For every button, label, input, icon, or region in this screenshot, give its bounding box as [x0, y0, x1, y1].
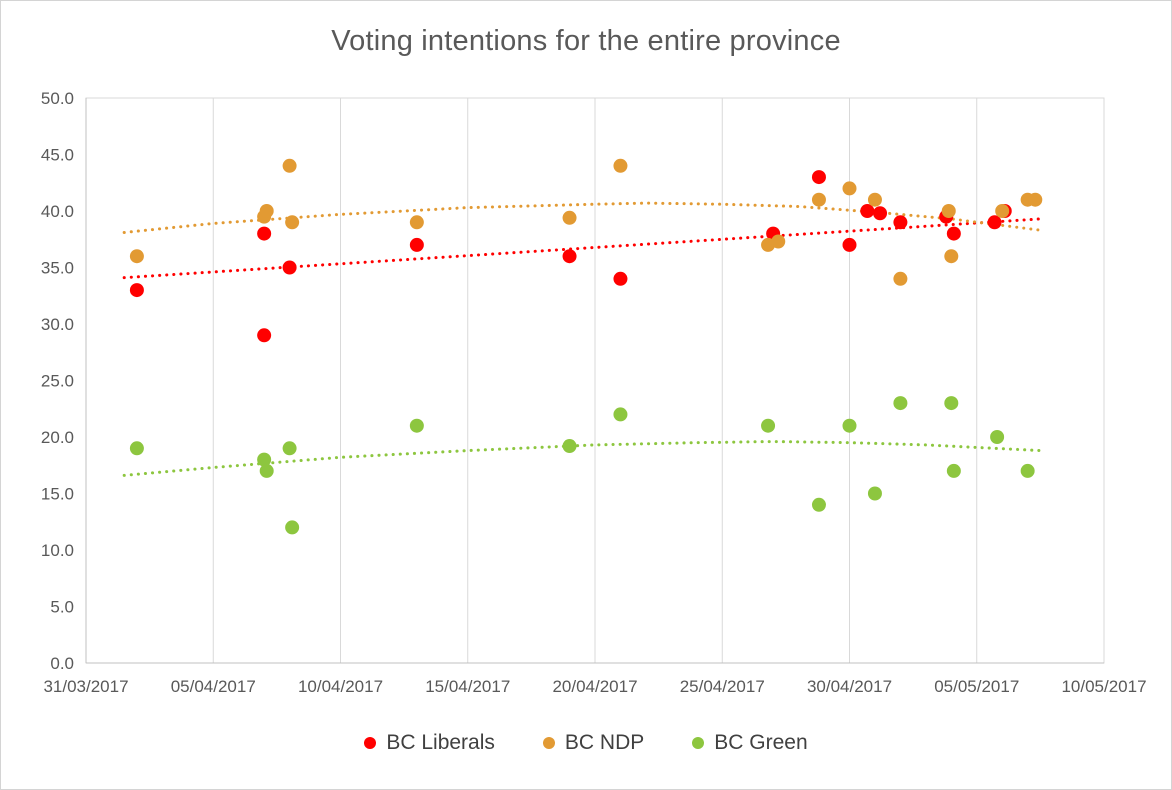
x-tick-label: 05/05/2017	[934, 677, 1019, 696]
data-point-bc-green	[282, 441, 297, 456]
chart-title: Voting intentions for the entire provinc…	[331, 25, 841, 57]
data-point-bc-liberals	[257, 226, 272, 241]
y-tick-label: 10.0	[41, 541, 74, 560]
legend-marker-icon	[364, 737, 377, 749]
y-tick-label: 50.0	[41, 89, 74, 108]
data-point-bc-green	[867, 486, 882, 501]
data-point-bc-liberals	[842, 237, 857, 252]
legend-marker-icon	[692, 737, 705, 749]
data-point-bc-ndp	[613, 158, 628, 173]
legend-item-bc-green: BC Green	[692, 731, 808, 755]
legend-item-bc-ndp: BC NDP	[542, 731, 645, 755]
y-tick-label: 20.0	[41, 428, 74, 447]
data-point-bc-green	[761, 418, 776, 433]
x-tick-label: 30/04/2017	[807, 677, 892, 696]
x-tick-label: 10/05/2017	[1061, 677, 1146, 696]
data-point-bc-liberals	[282, 260, 297, 275]
legend-marker-icon	[542, 737, 555, 749]
data-point-bc-ndp	[282, 158, 297, 173]
data-point-bc-ndp	[771, 234, 786, 249]
x-tick-label: 10/04/2017	[298, 677, 383, 696]
x-tick-label: 25/04/2017	[680, 677, 765, 696]
data-point-bc-liberals	[257, 328, 272, 343]
data-point-bc-liberals	[613, 271, 628, 286]
data-point-bc-green	[409, 418, 424, 433]
x-tick-label: 31/03/2017	[43, 677, 128, 696]
data-point-bc-green	[946, 463, 961, 478]
data-point-bc-green	[1020, 463, 1035, 478]
data-point-bc-green	[944, 396, 959, 411]
data-point-bc-ndp	[285, 215, 300, 230]
data-point-bc-liberals	[873, 206, 888, 221]
data-point-bc-green	[257, 452, 272, 467]
y-tick-label: 0.0	[50, 654, 74, 673]
legend-label: BC Liberals	[386, 731, 495, 754]
data-point-bc-ndp	[941, 204, 956, 218]
data-point-bc-green	[990, 430, 1005, 444]
data-point-bc-liberals	[860, 204, 875, 218]
y-tick-label: 25.0	[41, 372, 74, 391]
data-point-bc-ndp	[842, 181, 857, 196]
y-tick-label: 45.0	[41, 146, 74, 165]
y-tick-label: 5.0	[50, 598, 74, 617]
data-point-bc-liberals	[987, 215, 1002, 230]
data-point-bc-liberals	[946, 226, 961, 241]
data-point-bc-green	[811, 497, 826, 512]
data-point-bc-ndp	[409, 215, 424, 230]
x-tick-label: 15/04/2017	[425, 677, 510, 696]
y-tick-label: 30.0	[41, 315, 74, 334]
data-point-bc-liberals	[129, 283, 144, 298]
data-point-bc-green	[613, 407, 628, 422]
x-tick-label: 05/04/2017	[171, 677, 256, 696]
data-point-bc-ndp	[867, 192, 882, 207]
data-point-bc-ndp	[944, 249, 959, 264]
data-point-bc-green	[285, 520, 300, 535]
y-tick-label: 40.0	[41, 202, 74, 221]
data-point-bc-ndp	[1028, 192, 1043, 207]
data-point-bc-ndp	[259, 204, 274, 218]
data-point-bc-ndp	[893, 271, 908, 286]
data-point-bc-green	[129, 441, 144, 456]
data-point-bc-ndp	[562, 210, 577, 225]
legend-label: BC Green	[714, 731, 808, 754]
data-point-bc-ndp	[129, 249, 144, 264]
legend: BC Liberals BC NDP BC Green	[1, 731, 1171, 755]
data-point-bc-liberals	[893, 215, 908, 230]
data-point-bc-green	[259, 463, 274, 478]
data-point-bc-ndp	[995, 204, 1010, 218]
data-point-bc-liberals	[811, 170, 826, 185]
data-point-bc-green	[562, 439, 577, 454]
data-point-bc-liberals	[409, 237, 424, 252]
data-point-bc-liberals	[562, 249, 577, 264]
data-point-bc-ndp	[811, 192, 826, 207]
legend-item-bc-liberals: BC Liberals	[364, 731, 495, 755]
x-tick-label: 20/04/2017	[552, 677, 637, 696]
data-point-bc-green	[842, 418, 857, 433]
data-point-bc-green	[893, 396, 908, 411]
y-tick-label: 15.0	[41, 485, 74, 504]
legend-label: BC NDP	[564, 731, 645, 754]
y-tick-label: 35.0	[41, 259, 74, 278]
